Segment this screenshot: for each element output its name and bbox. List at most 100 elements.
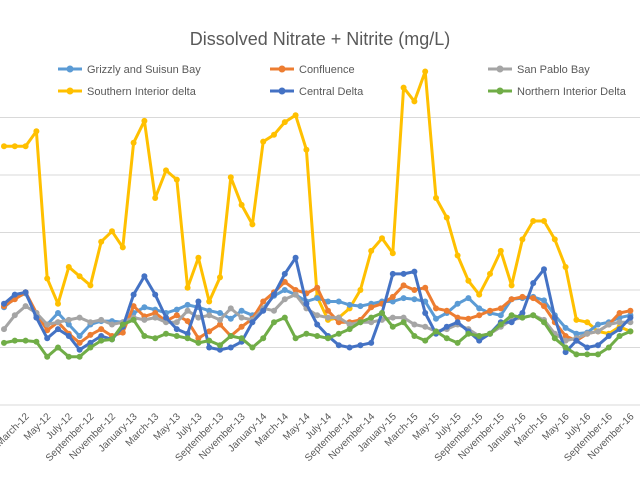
data-point: [389, 298, 396, 305]
data-point: [98, 333, 105, 339]
data-point: [227, 305, 234, 312]
data-point: [335, 342, 342, 349]
data-point: [530, 280, 537, 287]
data-point: [411, 287, 418, 293]
data-point: [357, 303, 364, 310]
data-point: [281, 278, 288, 285]
data-point: [368, 339, 375, 346]
data-point: [346, 301, 353, 308]
data-point: [141, 117, 148, 124]
data-point: [443, 307, 450, 314]
data-point: [87, 282, 94, 289]
data-point: [551, 314, 558, 321]
legend-marker: [278, 87, 286, 95]
data-point: [76, 346, 83, 353]
chart-title: Dissolved Nitrate + Nitrite (mg/L): [190, 29, 451, 49]
data-point: [519, 293, 526, 300]
legend-label: San Pablo Bay: [517, 64, 590, 76]
legend-item-san-pablo-bay: San Pablo Bay: [488, 64, 590, 76]
data-point: [335, 330, 342, 337]
data-point: [87, 319, 94, 326]
data-point: [109, 228, 115, 235]
data-point: [281, 287, 288, 293]
data-point: [584, 351, 591, 358]
data-point: [11, 143, 18, 150]
data-point: [303, 300, 310, 307]
legend-item-central-delta: Central Delta: [270, 86, 364, 98]
data-point: [433, 315, 439, 322]
data-point: [335, 314, 342, 321]
data-point: [411, 98, 418, 105]
data-point: [292, 112, 299, 119]
data-point: [530, 312, 537, 319]
data-point: [562, 264, 569, 270]
data-point: [152, 310, 159, 316]
legend-marker: [496, 65, 504, 73]
data-point: [184, 284, 191, 291]
data-point: [595, 328, 601, 335]
data-point: [65, 353, 72, 360]
data-point: [141, 304, 148, 311]
data-point: [260, 138, 267, 145]
data-point: [109, 321, 115, 328]
data-point: [76, 314, 83, 321]
data-point: [206, 344, 213, 351]
data-point: [65, 316, 72, 323]
data-point: [238, 307, 245, 314]
gridlines: [0, 117, 640, 406]
data-point: [119, 329, 126, 336]
data-point: [497, 305, 504, 312]
data-point: [195, 314, 202, 321]
data-point: [497, 312, 504, 319]
data-point: [541, 303, 547, 310]
data-point: [346, 321, 353, 328]
data-point: [389, 250, 396, 257]
data-point: [44, 335, 51, 342]
data-point: [627, 314, 634, 321]
data-point: [411, 333, 418, 339]
data-point: [411, 321, 418, 328]
legend-label: Grizzly and Suisun Bay: [87, 64, 201, 76]
data-point: [22, 303, 29, 310]
data-point: [508, 282, 515, 289]
data-point: [271, 291, 277, 298]
data-point: [195, 339, 202, 346]
data-point: [206, 337, 213, 344]
data-point: [422, 323, 429, 330]
data-point: [141, 273, 148, 280]
data-point: [217, 321, 223, 328]
data-point: [357, 319, 364, 326]
data-point: [616, 333, 623, 339]
data-point: [443, 323, 450, 330]
data-point: [476, 333, 483, 339]
data-point: [44, 321, 51, 328]
data-point: [487, 270, 493, 277]
data-point: [541, 297, 547, 304]
data-point: [465, 277, 472, 284]
data-point: [314, 295, 321, 302]
data-point: [55, 326, 61, 333]
data-point: [443, 214, 450, 221]
data-point: [389, 293, 396, 300]
data-point: [1, 143, 7, 150]
data-point: [627, 328, 634, 335]
data-point: [44, 327, 51, 334]
data-point: [281, 296, 288, 303]
data-point: [584, 319, 591, 326]
data-point: [346, 344, 353, 351]
data-point: [551, 236, 558, 243]
data-point: [44, 275, 51, 282]
data-point: [65, 321, 72, 328]
data-point: [238, 323, 245, 330]
data-point: [573, 351, 580, 358]
data-point: [551, 335, 558, 342]
data-point: [292, 287, 299, 293]
data-point: [152, 335, 159, 342]
data-point: [87, 331, 94, 338]
data-point: [508, 312, 515, 319]
data-point: [33, 314, 40, 321]
legend-marker: [496, 87, 504, 95]
data-point: [152, 314, 159, 321]
data-point: [260, 335, 267, 342]
legend-item-southern-interior-delta: Southern Interior delta: [58, 86, 197, 98]
